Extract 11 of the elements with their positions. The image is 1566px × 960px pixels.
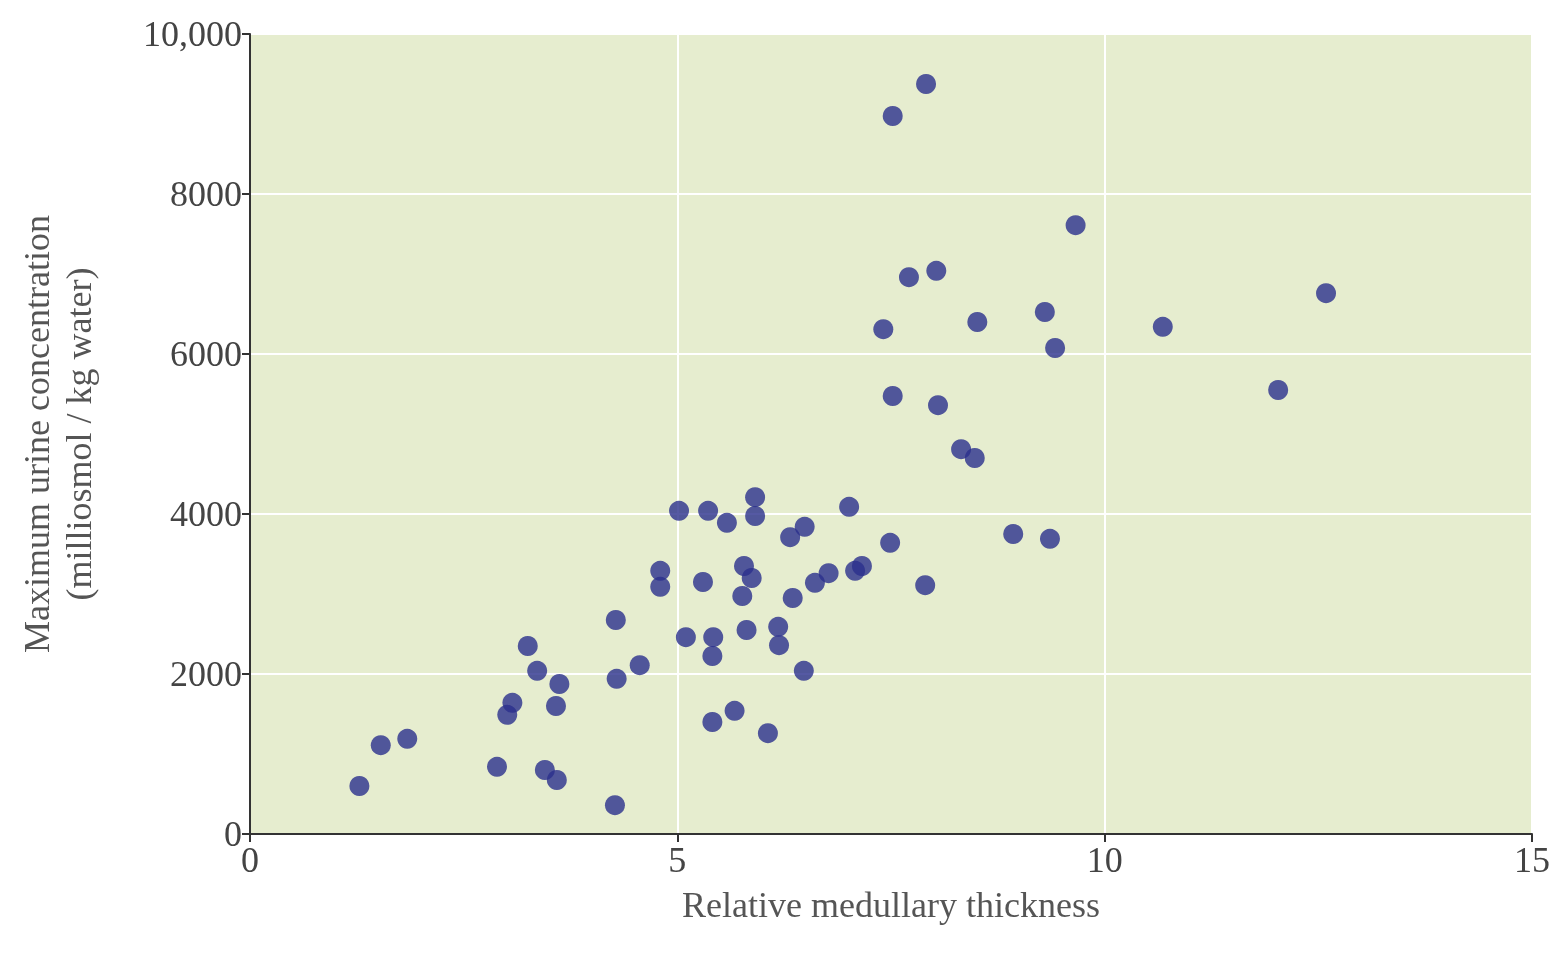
y-tick-label: 10,000: [143, 14, 242, 54]
x-tick-label: 15: [1514, 840, 1550, 880]
y-tick-label: 6000: [170, 334, 242, 374]
y-axis-title: Maximum urine concentration (milliosmol / kg water): [17, 215, 99, 653]
x-tick-label: 10: [1086, 840, 1123, 880]
y-tick-label: 8000: [170, 174, 242, 214]
y-tick-label: 0: [224, 814, 242, 854]
y-tick-label: 2000: [170, 654, 242, 694]
y-tick-label: 4000: [170, 494, 242, 534]
x-tick-label: 5: [668, 840, 687, 880]
x-axis-title: Relative medullary thickness: [682, 885, 1100, 925]
